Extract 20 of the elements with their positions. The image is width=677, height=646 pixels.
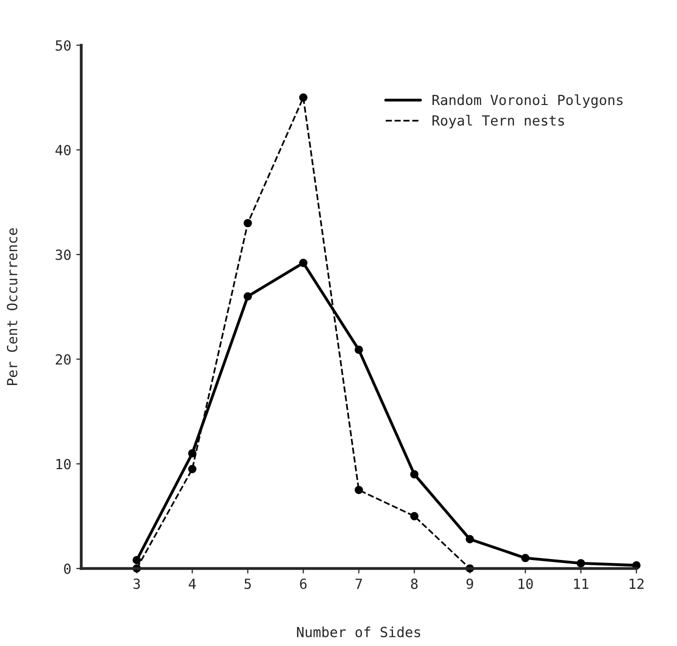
y-tick-label: 40	[55, 144, 71, 156]
x-tick-label: 4	[188, 578, 196, 589]
y-tick-label: 50	[56, 40, 71, 51]
x-tick-label: 7	[356, 578, 362, 589]
y-tick-label: 0	[64, 563, 71, 574]
x-tick-label: 10	[518, 578, 533, 590]
y-tick-label: 10	[56, 458, 71, 470]
legend-label: Random Voronoi Polygons	[432, 94, 623, 108]
y-axis-title: Per Cent Occurrence	[6, 228, 18, 385]
x-tick-label: 9	[466, 578, 474, 590]
x-tick-label: 8	[411, 578, 418, 590]
x-tick-label: 12	[630, 578, 644, 589]
x-tick-label: 3	[134, 578, 140, 590]
x-tick-label: 6	[300, 578, 307, 590]
x-tick-label: 5	[244, 578, 251, 590]
x-axis-title: Number of Sides	[297, 626, 420, 638]
y-tick-label: 20	[56, 354, 71, 365]
x-tick-label: 11	[574, 578, 588, 589]
y-tick-label: 30	[56, 250, 71, 260]
legend-label: Royal Tern nests	[432, 114, 564, 128]
